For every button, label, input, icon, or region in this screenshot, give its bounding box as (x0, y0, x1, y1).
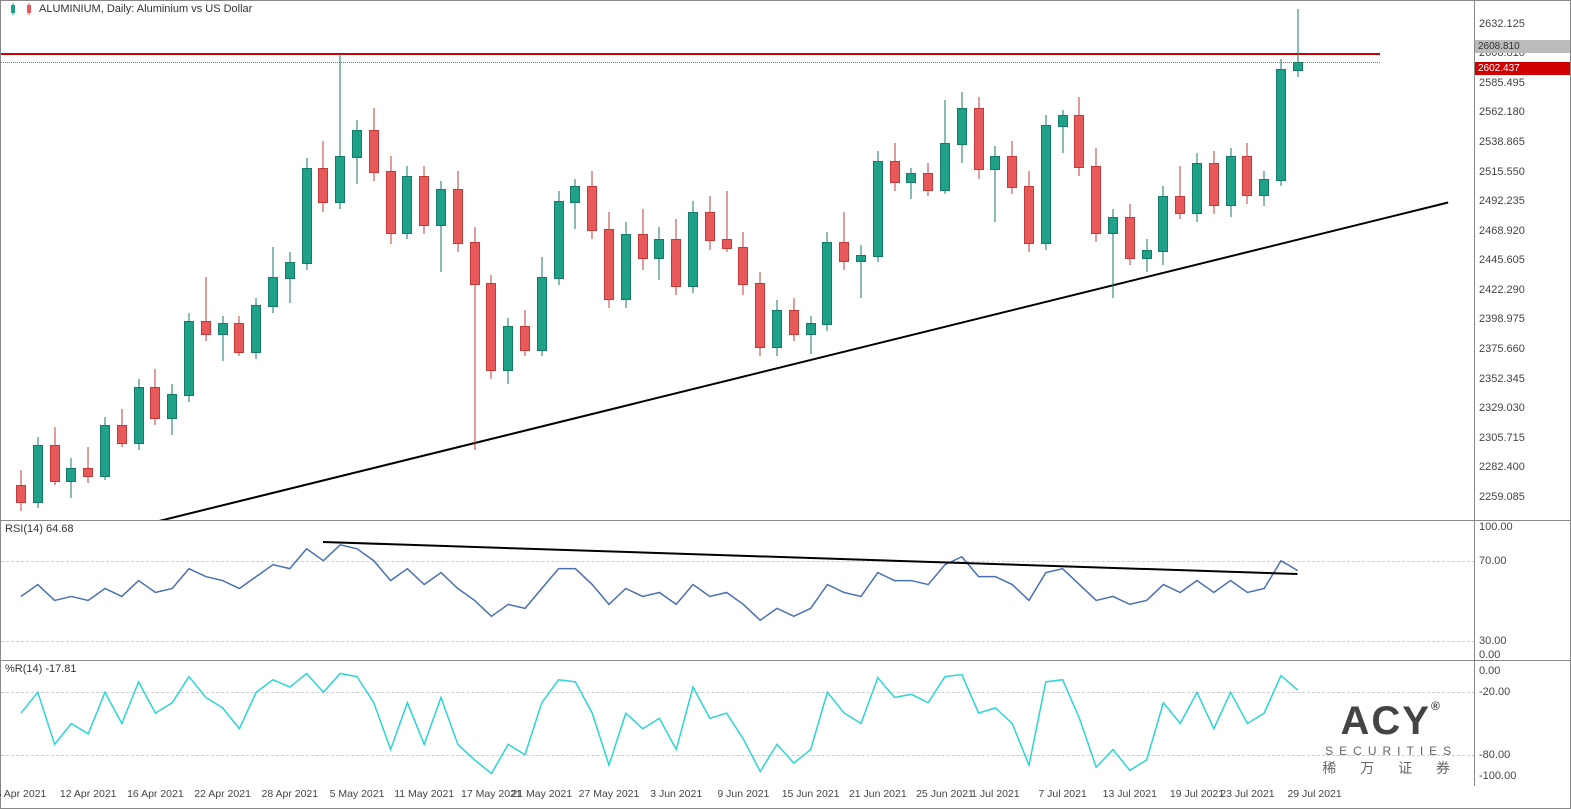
price-tick: 2515.550 (1479, 166, 1525, 178)
rsi-tick: 100.00 (1479, 521, 1513, 533)
x-tick: 9 Jun 2021 (717, 788, 769, 800)
price-flag-resistance: 2608.810 (1475, 40, 1570, 53)
candle-down-icon (23, 3, 35, 15)
price-tick: 2305.715 (1479, 432, 1525, 444)
price-tick: 2329.030 (1479, 402, 1525, 414)
x-tick: 25 Jun 2021 (916, 788, 974, 800)
price-tick: 2375.660 (1479, 343, 1525, 355)
rsi-tick: 30.00 (1479, 635, 1507, 647)
wr-y-axis: 0.00 -20.00 -80.00 -100.00 (1474, 661, 1570, 786)
wr-label: %R(14) -17.81 (5, 663, 77, 675)
x-tick: 16 Apr 2021 (127, 788, 184, 800)
x-tick: 22 Apr 2021 (194, 788, 251, 800)
wr-tick: -100.00 (1479, 770, 1516, 782)
chart-container: ALUMINIUM, Daily: Aluminium vs US Dollar… (0, 0, 1571, 809)
x-tick: 15 Jun 2021 (782, 788, 840, 800)
wr-tick: -20.00 (1479, 686, 1510, 698)
chart-title: ALUMINIUM, Daily: Aluminium vs US Dollar (5, 3, 254, 15)
wr-tick: -80.00 (1479, 749, 1510, 761)
price-tick: 2538.865 (1479, 136, 1525, 148)
x-tick: 21 Jun 2021 (849, 788, 907, 800)
price-tick: 2632.125 (1479, 18, 1525, 30)
x-tick: 11 May 2021 (394, 788, 454, 800)
price-tick: 2585.495 (1479, 77, 1525, 89)
x-tick: 5 May 2021 (330, 788, 385, 800)
price-tick: 2259.085 (1479, 491, 1525, 503)
rsi-panel: RSI(14) 64.68 0.00 30.00 70.00 100.00 (1, 521, 1570, 661)
price-flag-current: 2602.437 (1475, 62, 1570, 75)
x-tick: 3 Jun 2021 (650, 788, 702, 800)
main-panel: ALUMINIUM, Daily: Aluminium vs US Dollar… (1, 1, 1570, 521)
trend-line (155, 201, 1449, 520)
price-y-axis: 2259.085 2282.400 2305.715 2329.030 2352.345… (1474, 1, 1570, 520)
price-plot[interactable] (1, 1, 1475, 520)
rsi-tick: 0.00 (1479, 649, 1500, 661)
x-axis: 6 Apr 2021 12 Apr 2021 16 Apr 2021 22 Apr 2… (1, 786, 1570, 808)
x-tick: 13 Jul 2021 (1103, 788, 1157, 800)
price-tick: 2398.975 (1479, 313, 1525, 325)
x-tick: 1 Jul 2021 (971, 788, 1019, 800)
x-tick: 7 Jul 2021 (1038, 788, 1086, 800)
wr-panel: %R(14) -17.81 0.00 -20.00 -80.00 -100.00 AC… (1, 661, 1570, 786)
current-price-line (1, 62, 1380, 63)
rsi-plot[interactable] (1, 521, 1475, 660)
broker-logo: ACY® SECURITIES 稀 万 证 券 (1322, 699, 1460, 778)
x-tick: 19 Jul 2021 (1170, 788, 1224, 800)
rsi-tick: 70.00 (1479, 555, 1507, 567)
price-tick: 2422.290 (1479, 284, 1525, 296)
title-text: ALUMINIUM, Daily: Aluminium vs US Dollar (39, 3, 252, 15)
x-tick: 28 Apr 2021 (261, 788, 318, 800)
price-tick: 2468.920 (1479, 225, 1525, 237)
resistance-line (1, 53, 1380, 55)
rsi-y-axis: 0.00 30.00 70.00 100.00 (1474, 521, 1570, 660)
price-tick: 2445.605 (1479, 254, 1525, 266)
rsi-label: RSI(14) 64.68 (5, 523, 73, 535)
price-tick: 2282.400 (1479, 461, 1525, 473)
x-tick: 23 Jul 2021 (1220, 788, 1274, 800)
price-tick: 2562.180 (1479, 106, 1525, 118)
wr-tick: 0.00 (1479, 665, 1500, 677)
price-tick: 2352.345 (1479, 373, 1525, 385)
price-tick: 2492.235 (1479, 195, 1525, 207)
x-tick: 12 Apr 2021 (60, 788, 117, 800)
x-tick: 27 May 2021 (579, 788, 640, 800)
wr-plot[interactable] (1, 661, 1475, 786)
x-tick: 29 Jul 2021 (1287, 788, 1341, 800)
candle-up-icon (7, 3, 19, 15)
x-tick: 21 May 2021 (511, 788, 572, 800)
x-tick: 6 Apr 2021 (0, 788, 46, 800)
